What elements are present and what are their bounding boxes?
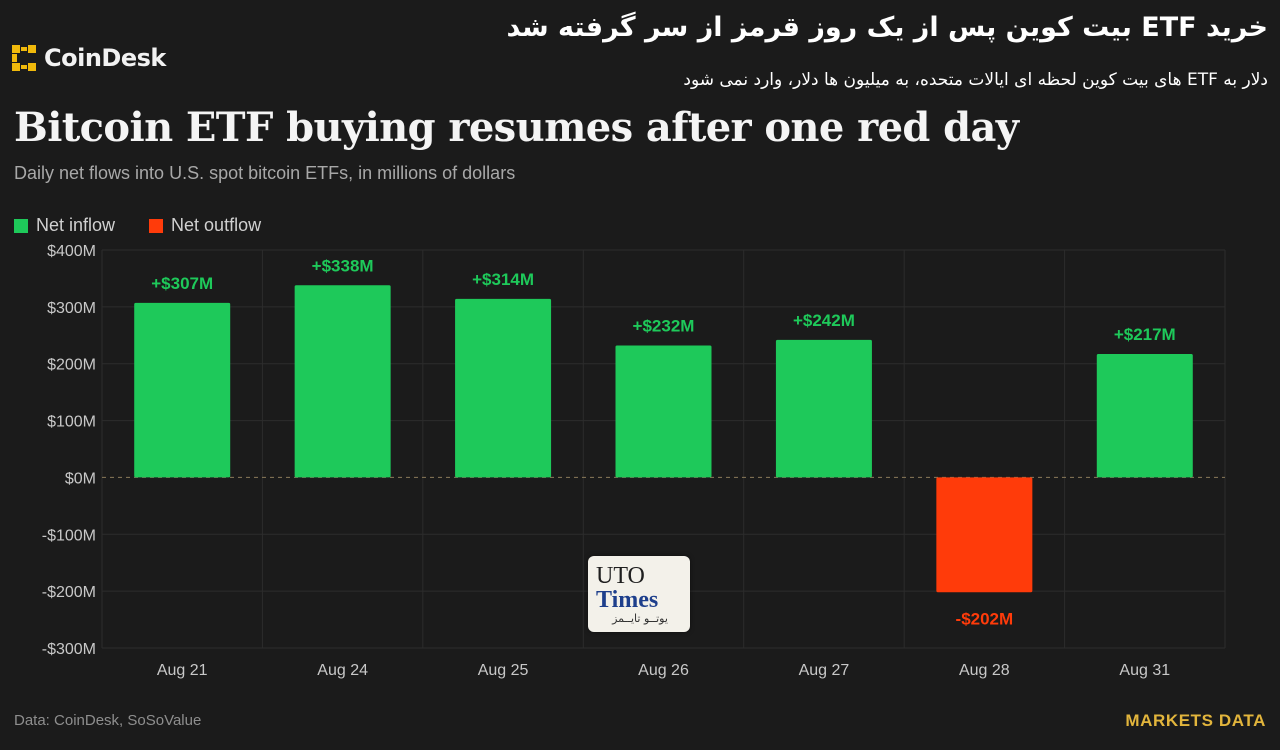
legend-swatch-outflow xyxy=(149,218,164,233)
x-tick-label: Aug 21 xyxy=(157,662,208,679)
bar xyxy=(936,477,1033,593)
legend-item-outflow: Net outflow xyxy=(149,215,261,236)
persian-headline: خرید ETF بیت کوین پس از یک روز قرمز از س… xyxy=(506,12,1268,43)
data-label: +$217M xyxy=(1114,325,1176,344)
bar xyxy=(775,339,872,478)
uto-times-watermark: UTO Times یوتــو تایــمز xyxy=(588,556,690,632)
coindesk-logo: CoinDesk xyxy=(12,44,166,72)
logo-text: CoinDesk xyxy=(44,44,166,72)
x-tick-label: Aug 27 xyxy=(799,662,850,679)
markets-data-brand: MARKETS DATA xyxy=(1125,711,1266,730)
x-tick-label: Aug 24 xyxy=(317,662,368,679)
legend-item-inflow: Net inflow xyxy=(14,215,115,236)
bar xyxy=(1096,354,1193,478)
data-label: +$242M xyxy=(793,311,855,330)
data-source: Data: CoinDesk, SoSoValue xyxy=(14,712,202,729)
y-tick-label: $100M xyxy=(47,414,96,431)
y-tick-label: -$100M xyxy=(42,527,96,544)
bar xyxy=(134,302,231,478)
x-tick-label: Aug 28 xyxy=(959,662,1010,679)
watermark-line-1: UTO xyxy=(596,563,645,589)
coindesk-logo-icon xyxy=(12,45,36,71)
y-tick-label: $300M xyxy=(47,300,96,317)
chart-subtitle: Daily net flows into U.S. spot bitcoin E… xyxy=(14,163,516,183)
legend-label-inflow: Net inflow xyxy=(36,215,116,235)
bar xyxy=(455,298,552,478)
bar xyxy=(615,345,712,478)
watermark-line-3: یوتــو تایــمز xyxy=(612,612,668,625)
legend-label-outflow: Net outflow xyxy=(171,215,262,235)
data-label: +$338M xyxy=(312,256,374,275)
data-label: +$314M xyxy=(472,270,534,289)
y-tick-label: $400M xyxy=(47,243,96,260)
legend-swatch-inflow xyxy=(14,218,28,233)
bar xyxy=(294,285,391,478)
data-label: +$232M xyxy=(633,317,695,336)
persian-subheadline: دلار به ETF های بیت کوین لحظه ای ایالات … xyxy=(683,70,1268,90)
chart-legend: Net inflow Net outflow xyxy=(14,215,261,236)
y-tick-label: -$200M xyxy=(42,584,96,601)
y-tick-label: $200M xyxy=(47,357,96,374)
y-tick-label: -$300M xyxy=(42,641,96,658)
watermark-line-2: Times xyxy=(596,587,659,613)
data-label: +$307M xyxy=(151,274,213,293)
data-label: -$202M xyxy=(956,609,1014,628)
y-tick-label: $0M xyxy=(65,470,96,487)
x-tick-label: Aug 26 xyxy=(638,662,689,679)
x-tick-label: Aug 31 xyxy=(1119,662,1170,679)
chart-title: Bitcoin ETF buying resumes after one red… xyxy=(14,104,1019,151)
x-tick-label: Aug 25 xyxy=(478,662,529,679)
